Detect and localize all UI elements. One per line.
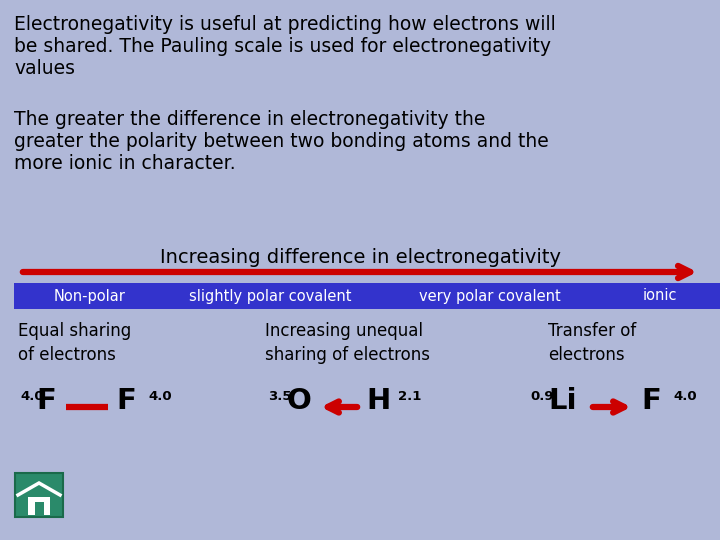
Text: Non-polar: Non-polar [54, 288, 126, 303]
Bar [35, 502, 43, 515]
Bar [14, 283, 720, 309]
Text: ionic: ionic [643, 288, 678, 303]
Text: 0.9: 0.9 [530, 390, 554, 403]
Text: very polar covalent: very polar covalent [419, 288, 561, 303]
Text: slightly polar covalent: slightly polar covalent [189, 288, 351, 303]
Text: 3.5: 3.5 [268, 390, 292, 403]
Text: be shared. The Pauling scale is used for electronegativity: be shared. The Pauling scale is used for… [14, 37, 551, 56]
Bar [15, 473, 63, 517]
Text: Electronegativity is useful at predicting how electrons will: Electronegativity is useful at predictin… [14, 15, 556, 34]
Text: 4.0: 4.0 [148, 390, 171, 403]
Text: The greater the difference in electronegativity the: The greater the difference in electroneg… [14, 110, 485, 129]
Text: H: H [366, 387, 390, 415]
Text: greater the polarity between two bonding atoms and the: greater the polarity between two bonding… [14, 132, 549, 151]
Text: Li: Li [548, 387, 577, 415]
Text: 4.0: 4.0 [20, 390, 44, 403]
Text: F: F [36, 387, 56, 415]
Text: more ionic in character.: more ionic in character. [14, 154, 235, 173]
Text: values: values [14, 59, 75, 78]
Text: Transfer of
electrons: Transfer of electrons [548, 322, 636, 363]
Bar [28, 497, 50, 515]
Text: O: O [286, 387, 311, 415]
Text: F: F [116, 387, 136, 415]
Text: 4.0: 4.0 [673, 390, 697, 403]
Text: F: F [641, 387, 661, 415]
Text: Increasing unequal
sharing of electrons: Increasing unequal sharing of electrons [265, 322, 430, 363]
Text: 2.1: 2.1 [398, 390, 421, 403]
Text: Increasing difference in electronegativity: Increasing difference in electronegativi… [160, 248, 560, 267]
Text: Equal sharing
of electrons: Equal sharing of electrons [18, 322, 131, 363]
